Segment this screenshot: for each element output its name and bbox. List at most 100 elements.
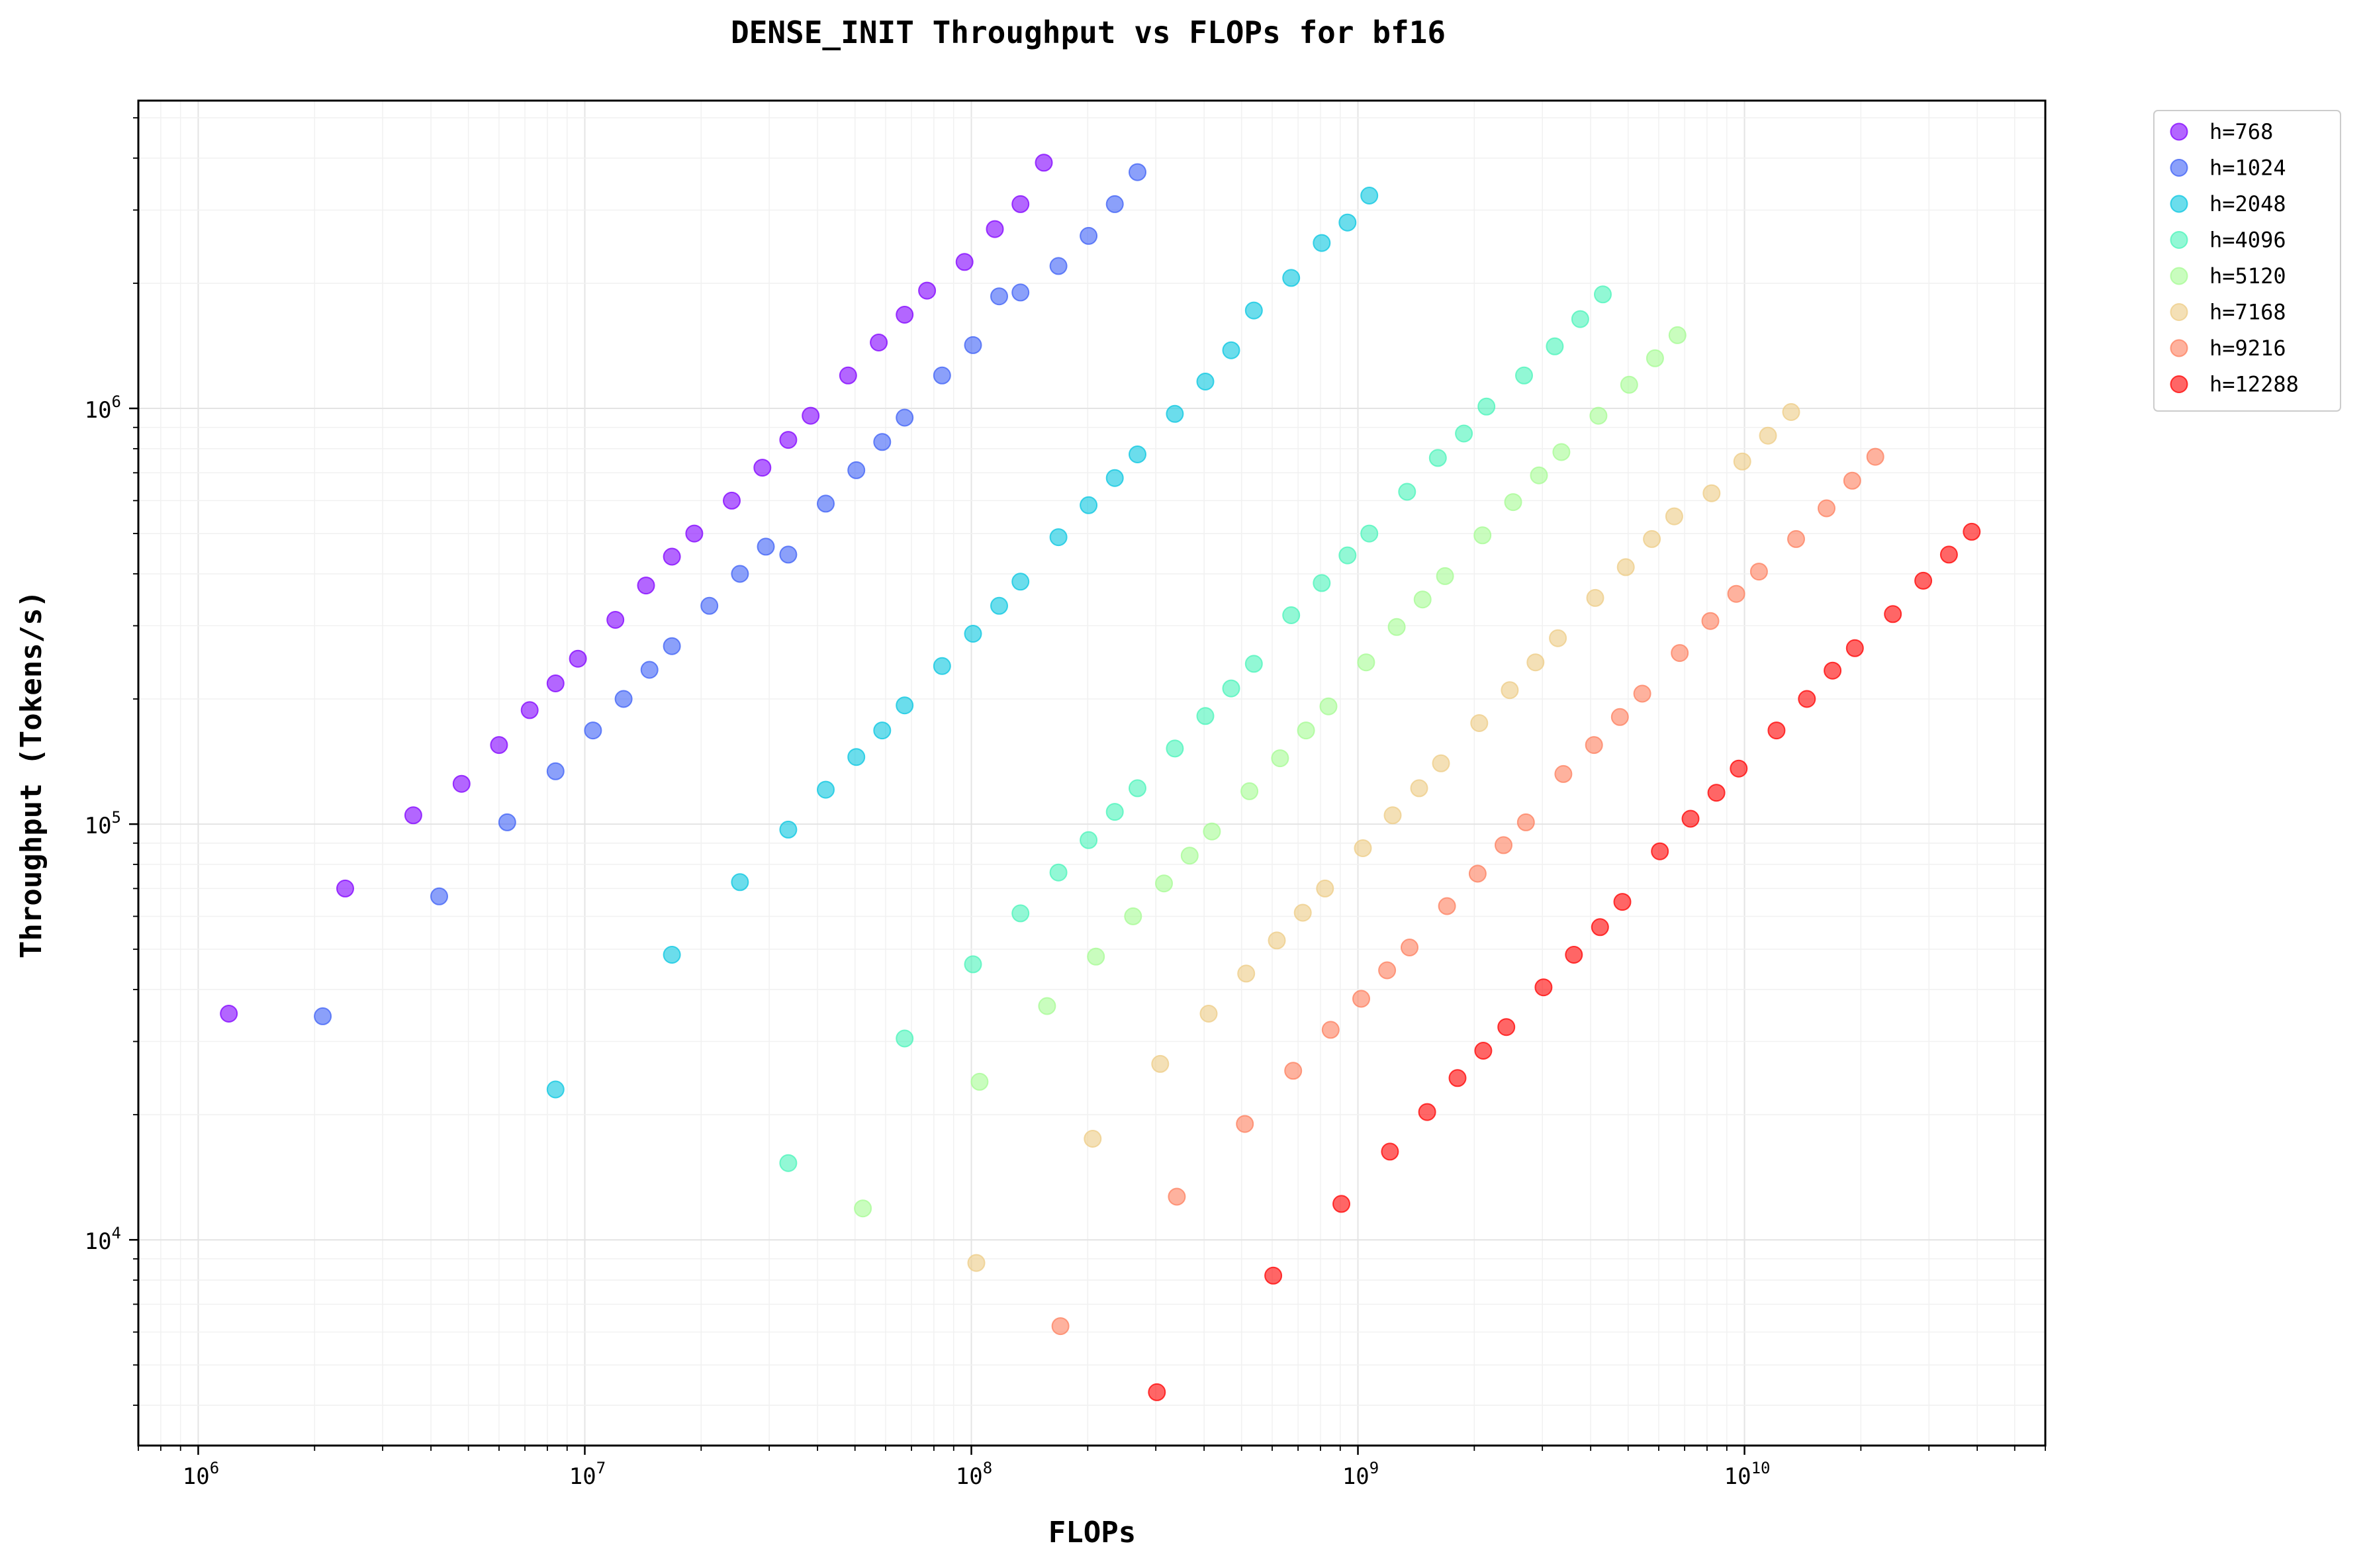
data-point bbox=[220, 1005, 238, 1023]
data-point bbox=[1166, 404, 1184, 423]
series-h=2048 bbox=[546, 187, 1379, 1099]
data-point bbox=[314, 1007, 332, 1025]
data-point bbox=[1474, 1042, 1493, 1060]
data-point bbox=[1011, 904, 1030, 923]
data-point bbox=[1087, 947, 1105, 966]
data-point bbox=[1845, 639, 1864, 657]
x-axis-label: FLOPs bbox=[1048, 1516, 1136, 1549]
data-point bbox=[1264, 1266, 1283, 1285]
data-point bbox=[757, 537, 775, 556]
data-point bbox=[452, 774, 471, 793]
data-point bbox=[779, 820, 798, 839]
data-point bbox=[1035, 154, 1053, 172]
data-point bbox=[1148, 1383, 1166, 1401]
data-point bbox=[1643, 530, 1661, 548]
data-point bbox=[1203, 822, 1221, 841]
data-point bbox=[1196, 373, 1215, 391]
series-h=4096 bbox=[779, 285, 1612, 1172]
legend-marker bbox=[2170, 375, 2188, 393]
data-point bbox=[1360, 524, 1379, 543]
data-point bbox=[1552, 443, 1571, 461]
data-point bbox=[1316, 879, 1334, 898]
y-tick-label: 106 bbox=[85, 392, 121, 424]
data-point bbox=[569, 649, 587, 668]
data-point bbox=[1236, 1115, 1254, 1133]
y-axis-label: Throughput (Tokens/s) bbox=[15, 590, 48, 958]
grid bbox=[138, 101, 2046, 1446]
data-point bbox=[430, 887, 448, 905]
legend-box bbox=[2153, 110, 2341, 412]
data-point bbox=[1843, 471, 1861, 490]
data-point bbox=[1168, 1187, 1186, 1206]
data-point bbox=[1727, 584, 1745, 603]
data-point bbox=[1038, 997, 1056, 1015]
data-point bbox=[546, 1080, 565, 1099]
data-point bbox=[1321, 1021, 1340, 1039]
data-point bbox=[1080, 831, 1098, 849]
data-point bbox=[1244, 655, 1263, 673]
data-point bbox=[1470, 714, 1489, 732]
data-point bbox=[918, 281, 937, 300]
y-tick-label: 104 bbox=[85, 1224, 121, 1255]
data-point bbox=[1733, 452, 1751, 471]
data-point bbox=[1914, 571, 1933, 590]
data-point bbox=[873, 433, 892, 451]
data-point bbox=[1939, 545, 1958, 564]
data-point bbox=[1963, 522, 1981, 541]
data-point bbox=[986, 220, 1004, 238]
data-point bbox=[1610, 708, 1629, 726]
data-point bbox=[1313, 234, 1331, 252]
data-point bbox=[1818, 499, 1835, 518]
data-point bbox=[1554, 764, 1573, 783]
series-h=9216 bbox=[1051, 447, 1884, 1336]
data-point bbox=[1129, 779, 1146, 798]
data-point bbox=[1332, 1195, 1350, 1213]
data-point bbox=[1681, 809, 1700, 828]
data-point bbox=[1080, 226, 1098, 245]
data-point bbox=[1730, 759, 1748, 778]
data-point bbox=[490, 736, 508, 755]
data-point bbox=[896, 1029, 914, 1048]
legend-item: h=4096 bbox=[2170, 228, 2286, 253]
data-point bbox=[1707, 784, 1726, 802]
data-point bbox=[1534, 978, 1553, 997]
data-point bbox=[1155, 874, 1173, 893]
data-point bbox=[970, 1072, 989, 1091]
data-point bbox=[1129, 163, 1146, 181]
data-point bbox=[1782, 403, 1800, 421]
ticks: 106 107 108 109 1010 104 105 106 bbox=[85, 117, 2046, 1490]
data-point bbox=[1410, 779, 1428, 798]
data-point bbox=[1084, 1130, 1102, 1148]
series-h=7168 bbox=[967, 403, 1800, 1272]
data-point bbox=[1585, 736, 1603, 755]
data-point bbox=[1387, 618, 1406, 636]
data-point bbox=[1166, 739, 1184, 758]
data-point bbox=[964, 625, 982, 643]
data-point bbox=[1432, 754, 1450, 772]
x-tick-label: 109 bbox=[1342, 1459, 1379, 1490]
data-point bbox=[1319, 697, 1338, 715]
legend-label: h=768 bbox=[2209, 119, 2273, 144]
data-point bbox=[1271, 749, 1289, 768]
data-point bbox=[700, 596, 719, 615]
legend-label: h=12288 bbox=[2209, 372, 2299, 397]
data-point bbox=[1338, 213, 1357, 232]
data-point bbox=[731, 565, 749, 583]
legend-label: h=4096 bbox=[2209, 228, 2286, 253]
data-point bbox=[1571, 310, 1589, 328]
data-point bbox=[1594, 285, 1612, 304]
data-point bbox=[753, 459, 772, 477]
legend: h=768 h=1024 h=2048 h=4096 h=5120 h=7168 h=921… bbox=[2153, 110, 2341, 412]
series-h=5120 bbox=[854, 326, 1687, 1218]
data-point bbox=[1866, 447, 1884, 466]
data-point bbox=[1049, 257, 1068, 275]
data-point bbox=[1495, 836, 1512, 854]
data-point bbox=[1749, 563, 1768, 581]
data-point bbox=[1222, 679, 1240, 698]
data-point bbox=[967, 1254, 986, 1272]
legend-marker bbox=[2170, 159, 2188, 177]
legend-marker bbox=[2170, 195, 2188, 213]
data-point bbox=[870, 334, 888, 351]
axes-frame bbox=[137, 99, 2047, 1447]
data-point bbox=[404, 806, 422, 825]
